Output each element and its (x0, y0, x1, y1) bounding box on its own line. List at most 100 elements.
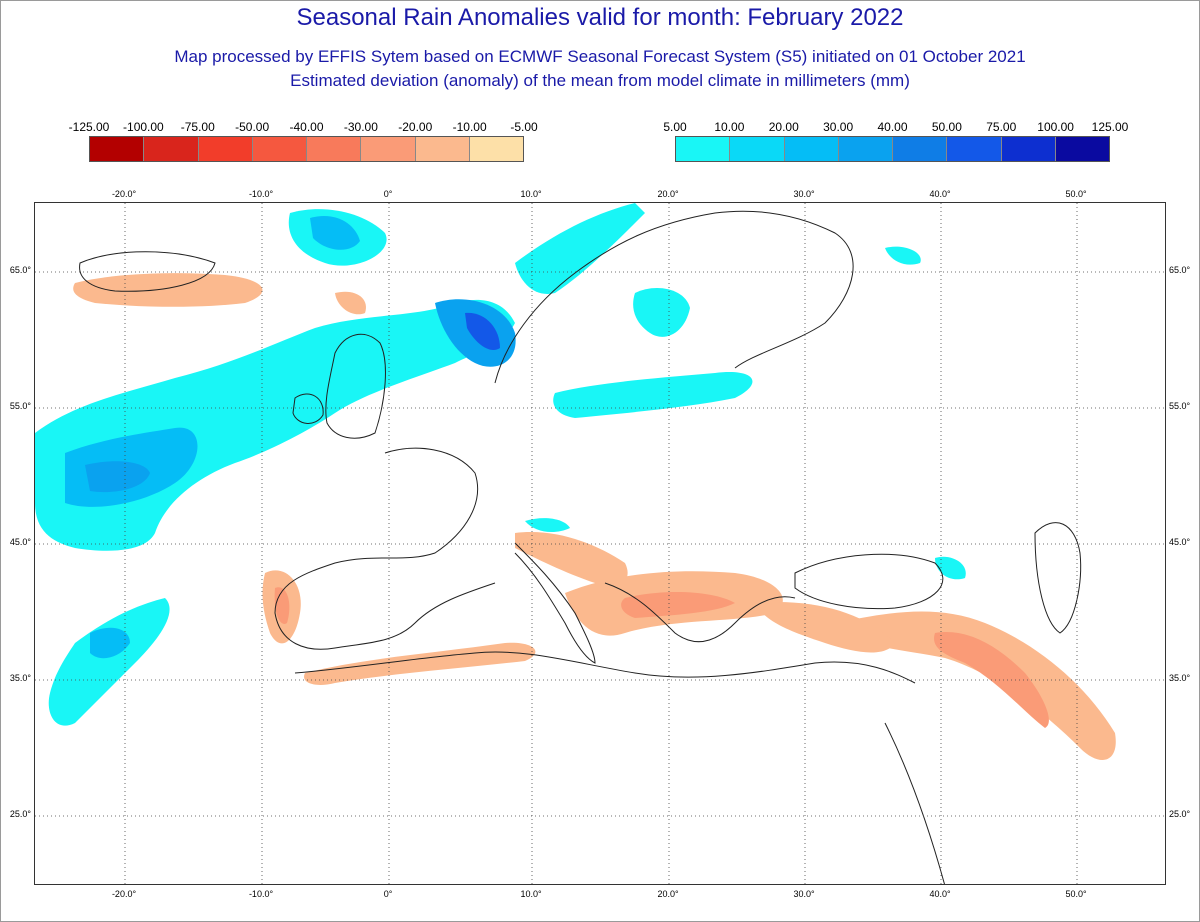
axis-tick-label: 10.0° (520, 189, 542, 199)
legend-label: -10.00 (452, 120, 487, 134)
axis-tick-label: 55.0° (1169, 401, 1191, 411)
legend-label: -125.00 (68, 120, 110, 134)
rain-surplus-scandinavia (633, 288, 690, 337)
legend-label: 50.00 (931, 120, 962, 134)
rain-deficit-iceland (73, 273, 263, 307)
legend-swatch (144, 137, 199, 161)
axis-tick-label: 25.0° (1169, 809, 1191, 819)
legend-label: -100.00 (123, 120, 164, 134)
legend-label: 5.00 (663, 120, 687, 134)
axis-tick-label: 30.0° (793, 889, 815, 899)
legend-label: -20.00 (398, 120, 433, 134)
legend-positive: 5.00 10.00 20.00 30.00 40.00 50.00 75.00 100.00… (663, 120, 1128, 162)
axis-tick-label: 55.0° (9, 401, 31, 411)
legend-label: 75.00 (986, 120, 1017, 134)
rain-deficit-britain (335, 291, 366, 315)
rain-deficit-anatolia (755, 602, 895, 653)
axis-tick-label: 45.0° (9, 537, 31, 547)
coastline-north-africa (294, 651, 916, 684)
coastline-caspian (1034, 522, 1082, 634)
axis-tick-label: 20.0° (657, 189, 679, 199)
legend-swatch (415, 137, 470, 161)
legend-positive-bar (675, 136, 1110, 162)
rain-surplus-iceland-core (310, 215, 360, 250)
axis-tick-label: 65.0° (1169, 265, 1191, 275)
rain-deficit-balkans-italy (515, 532, 628, 587)
map-subtitle: Map processed by EFFIS Sytem based on EC… (174, 47, 1026, 66)
axis-tick-label: 35.0° (1169, 673, 1191, 683)
negative-anomaly-areas (73, 273, 1116, 760)
map-title: Seasonal Rain Anomalies valid for month:… (296, 4, 904, 31)
legend-negative: -125.00 -100.00 -75.00 -50.00 -40.00 -30.00 -2… (69, 120, 538, 162)
legend-swatch (361, 137, 416, 161)
rain-surplus-norwegian-sea (515, 203, 645, 294)
axis-tick-label: 25.0° (9, 809, 31, 819)
coastline-black-sea (794, 553, 944, 610)
rain-surplus-black-sea (935, 556, 966, 580)
coastline-ireland (292, 393, 324, 424)
rain-surplus-iberian-atlantic-core (90, 627, 130, 659)
coastline-iceland (79, 251, 216, 292)
axis-tick-label: 10.0° (520, 889, 542, 899)
coastline-europe-west (274, 447, 496, 650)
legend-swatch (838, 137, 893, 161)
positive-anomaly-areas (35, 203, 966, 726)
coastlines (79, 210, 1082, 884)
legend-label: -40.00 (289, 120, 324, 134)
legend-swatch (893, 137, 948, 161)
legend-label: -30.00 (343, 120, 378, 134)
axis-tick-label: 40.0° (929, 189, 951, 199)
axis-tick-label: 50.0° (1065, 889, 1087, 899)
legend-label: -75.00 (180, 120, 215, 134)
axis-tick-label: -20.0° (111, 889, 137, 899)
legend-swatch (90, 137, 145, 161)
legend-label: -50.00 (235, 120, 270, 134)
axis-tick-label: 40.0° (929, 889, 951, 899)
rain-deficit-middle-east (835, 611, 1116, 760)
legend-label: 20.00 (768, 120, 799, 134)
legend-label: 125.00 (1091, 120, 1129, 134)
legend-negative-bar (89, 136, 524, 162)
axis-tick-label: -10.0° (248, 889, 274, 899)
legend-swatch (784, 137, 839, 161)
rain-surplus-iberian-atlantic (48, 598, 170, 726)
legend-swatch (947, 137, 1002, 161)
axis-tick-label: -10.0° (248, 189, 274, 199)
legend-positive-labels: 5.00 10.00 20.00 30.00 40.00 50.00 75.00 100.00… (663, 120, 1128, 136)
rain-deficit-central-med-core (621, 591, 735, 618)
coastline-balkans-greece (604, 582, 796, 643)
rain-surplus-russia (885, 246, 921, 265)
legend-label: 40.00 (877, 120, 908, 134)
legend-label: 30.00 (823, 120, 854, 134)
axis-tick-label: 45.0° (1169, 537, 1191, 547)
rain-deficit-north-africa (304, 642, 536, 685)
graticule (35, 203, 1165, 884)
axis-tick-label: 35.0° (9, 673, 31, 683)
axis-tick-label: 65.0° (9, 265, 31, 275)
map-units-note: Estimated deviation (anomaly) of the mea… (290, 71, 910, 90)
legend-swatch (1001, 137, 1056, 161)
legend-label: 10.00 (714, 120, 745, 134)
legend-negative-labels: -125.00 -100.00 -75.00 -50.00 -40.00 -30.00 -2… (69, 120, 538, 136)
map-panel (34, 202, 1166, 885)
axis-tick-label: 50.0° (1065, 189, 1087, 199)
legend-label: -5.00 (510, 120, 538, 134)
legend-swatch (198, 137, 253, 161)
coastline-scandinavia (494, 210, 854, 384)
coastline-red-sea (884, 722, 945, 884)
legend-swatch (307, 137, 362, 161)
rain-surplus-norway-core (465, 312, 500, 351)
coastline-italy (514, 542, 596, 664)
rain-surplus-baltic (553, 372, 753, 418)
axis-tick-label: 0° (383, 889, 393, 899)
rain-surplus-northatlantic (35, 299, 515, 551)
axis-tick-label: 20.0° (657, 889, 679, 899)
legend-swatch (1055, 137, 1109, 161)
rain-surplus-atlantic-inner (85, 461, 150, 493)
legend-swatch (469, 137, 523, 161)
legend-label: 100.00 (1037, 120, 1074, 134)
axis-tick-label: 30.0° (793, 189, 815, 199)
axis-tick-label: -20.0° (111, 189, 137, 199)
legend-swatch (676, 137, 731, 161)
legend-swatch (730, 137, 785, 161)
